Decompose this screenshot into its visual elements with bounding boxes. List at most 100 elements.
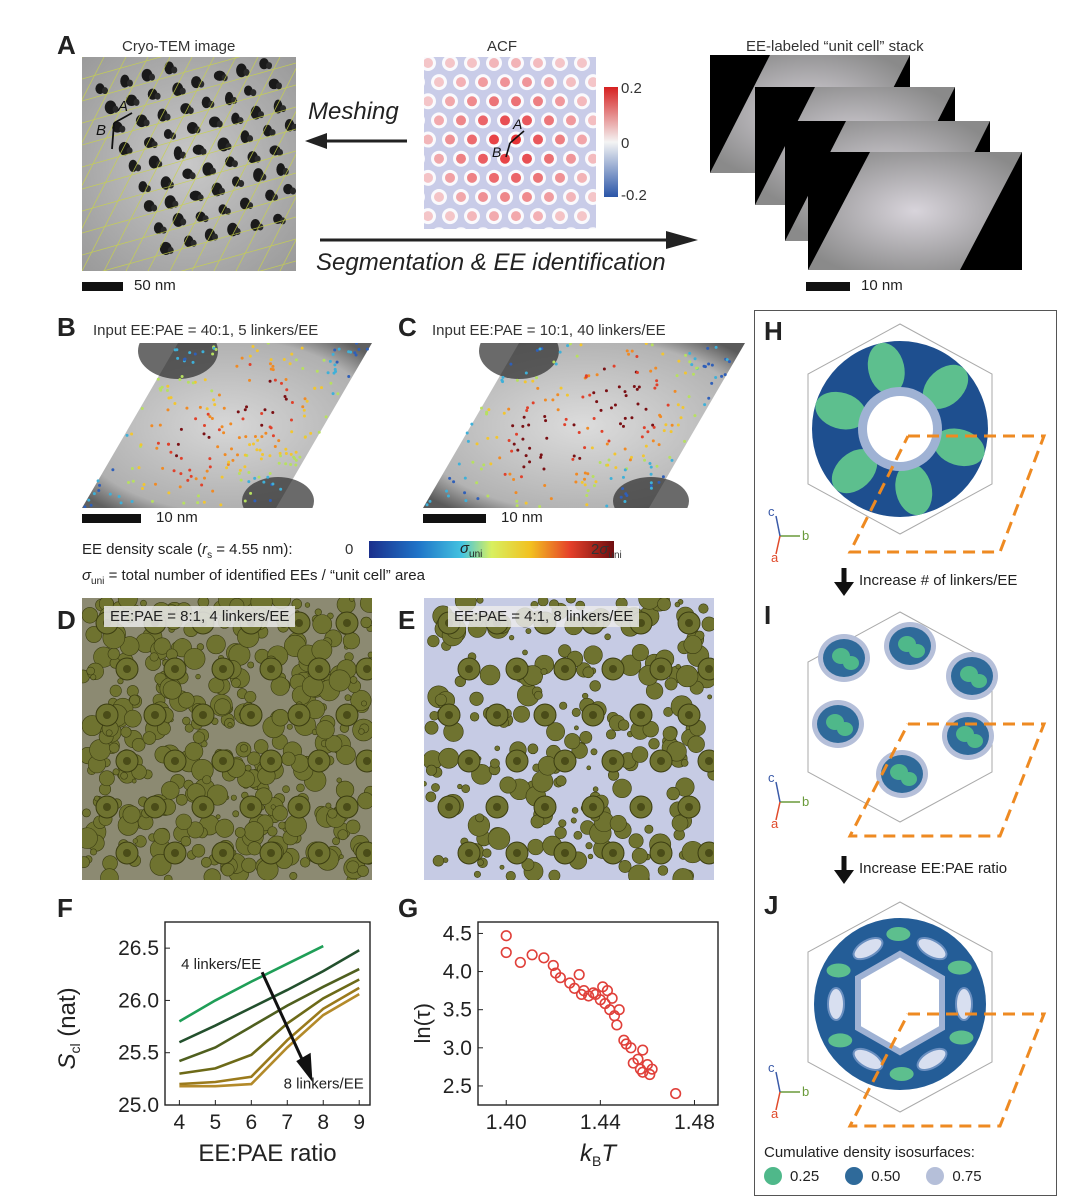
acf-colorbar (604, 87, 618, 197)
ee-point (535, 348, 539, 352)
panel-letter-b: B (57, 312, 76, 342)
ee-point (202, 432, 206, 436)
acf-peak (544, 191, 554, 202)
ee-point (536, 386, 540, 390)
ee-point (262, 480, 266, 484)
f-series-line (178, 944, 324, 1023)
sphere (345, 819, 361, 835)
unit-cell-stack (710, 55, 1022, 270)
ee-point (216, 445, 220, 449)
sphere (342, 632, 360, 650)
ee-point (223, 453, 227, 457)
ee-point (606, 463, 610, 467)
sphere (120, 726, 132, 738)
acf-ring (424, 57, 436, 71)
sphere (271, 708, 290, 727)
sphere (587, 853, 594, 860)
sphere (505, 871, 516, 880)
ee-point (598, 460, 602, 464)
ee-point (208, 465, 212, 469)
ee-point (333, 363, 337, 367)
ee-point (278, 451, 282, 455)
tem-particle (209, 167, 216, 175)
sphere (243, 821, 265, 842)
ee-point (471, 460, 475, 464)
panel-d-spheres (82, 598, 372, 880)
i-lobe-core (967, 734, 983, 748)
sphere-core (493, 711, 501, 719)
ee-point (641, 454, 645, 458)
acf-ring (552, 208, 568, 225)
acf-ring (552, 57, 568, 71)
tem-particle (189, 172, 196, 180)
g-point (670, 1087, 682, 1100)
tem-particle (164, 113, 171, 121)
ee-point (629, 455, 633, 459)
ee-point (578, 456, 582, 460)
f-ytick-label: 25.0 (118, 1094, 159, 1117)
ee-point (186, 478, 190, 482)
acf-peak (489, 134, 499, 145)
acf-peak (555, 172, 565, 183)
ee-point (583, 477, 587, 481)
sphere (112, 768, 120, 776)
density-scale-max: 2σuni (591, 541, 622, 561)
ee-point (248, 362, 252, 366)
acf-ring (442, 93, 458, 110)
ee-point (657, 443, 661, 447)
ee-point (545, 436, 549, 440)
ee-point (661, 475, 665, 479)
sigma-definition: σuni = total number of identified EEs / … (82, 567, 425, 587)
ee-point (329, 381, 333, 385)
ee-point (509, 362, 513, 366)
acf-peak (511, 96, 521, 107)
sphere (571, 807, 579, 814)
sphere (201, 857, 212, 868)
ee-point (349, 350, 353, 354)
g-ytick-label: 3.0 (443, 1037, 472, 1060)
ee-point (178, 378, 182, 382)
ee-point (210, 389, 214, 393)
sphere (683, 635, 703, 654)
g-ylabel: ln(τ) (410, 1003, 435, 1043)
ee-point (723, 373, 727, 377)
sphere (107, 647, 120, 661)
ee-point (592, 417, 596, 421)
meshing-label: Meshing (308, 98, 399, 125)
ee-point (571, 457, 575, 461)
acf-peak (424, 211, 433, 222)
acf-peak (467, 172, 477, 183)
sphere (546, 722, 565, 742)
ee-point (268, 425, 272, 429)
ee-point (183, 357, 187, 361)
sphere-core (363, 665, 371, 673)
sphere (357, 792, 372, 810)
ee-point (269, 367, 273, 371)
acf-ring (574, 57, 590, 71)
i-lobe-core (909, 644, 925, 658)
acf-ring (585, 112, 596, 129)
sphere-core (705, 665, 713, 673)
ee-point (607, 439, 611, 443)
ee-point (618, 422, 622, 426)
ee-point (320, 386, 324, 390)
sphere (559, 701, 568, 710)
sphere (131, 738, 146, 752)
acf-peak (500, 191, 510, 202)
ee-point (194, 477, 198, 481)
h-lobe (831, 449, 878, 494)
ee-point (260, 423, 264, 427)
ee-point (621, 424, 625, 428)
density-scale-label: EE density scale (rs = 4.55 nm): (82, 541, 293, 561)
ee-point (511, 424, 515, 428)
sphere (606, 729, 617, 740)
acf-vector-b: B (492, 144, 501, 160)
ee-point (220, 425, 224, 429)
sphere (328, 669, 351, 692)
panel-b-ee-points (83, 343, 369, 508)
f-annotation-top: 4 linkers/EE (181, 956, 261, 973)
ee-point (463, 491, 467, 495)
j-lobe (949, 1030, 974, 1045)
panel-letter-d: D (57, 605, 76, 635)
f-xtick-label: 9 (353, 1111, 365, 1134)
